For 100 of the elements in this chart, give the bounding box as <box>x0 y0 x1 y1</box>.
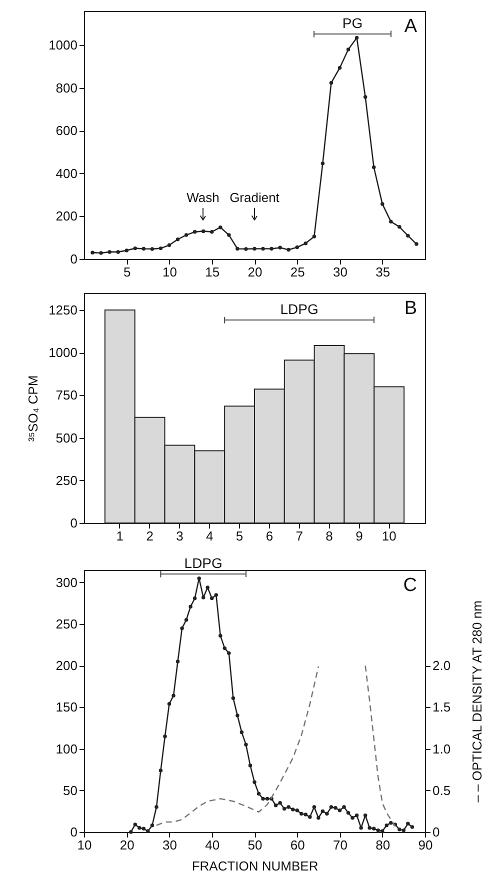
x-tick-label: 8 <box>326 528 333 544</box>
y-tick-label: 0 <box>70 252 78 266</box>
point <box>167 243 172 247</box>
point <box>252 246 256 251</box>
annotation: Wash <box>186 190 220 205</box>
y-tick-label: 800 <box>56 80 78 96</box>
x-tick-label: 20 <box>120 838 134 852</box>
y2-tick-label: 2.0 <box>432 658 451 674</box>
point <box>329 80 334 85</box>
y2-tick-label: 1.5 <box>432 700 451 715</box>
point <box>270 246 274 251</box>
annotation: A <box>404 16 418 37</box>
point <box>99 251 103 255</box>
x-tick-label: 5 <box>236 528 244 544</box>
x-tick-label: 5 <box>124 264 131 280</box>
y-tick-label: 1250 <box>48 302 78 318</box>
point <box>227 233 231 237</box>
annotation: Gradient <box>230 190 280 205</box>
point <box>338 66 342 70</box>
annotation: LDPG <box>184 555 222 571</box>
point <box>278 246 282 250</box>
y-tick-label: 300 <box>56 574 78 590</box>
x-tick-label: 30 <box>333 264 348 280</box>
x-tick-label: 4 <box>206 528 214 544</box>
y-tick-label: 50 <box>63 782 78 798</box>
x-tick-label: 15 <box>205 264 220 280</box>
point <box>124 248 128 252</box>
point <box>286 248 290 252</box>
point <box>192 230 197 234</box>
point <box>312 234 316 238</box>
x-tick-label: 40 <box>205 838 220 852</box>
point <box>142 246 146 251</box>
point <box>236 246 240 251</box>
y-tick-label: 400 <box>56 166 78 181</box>
point <box>346 48 350 52</box>
x-tick-label: 35 <box>376 264 390 280</box>
point <box>398 225 402 229</box>
point <box>414 242 418 246</box>
point <box>210 230 214 234</box>
x-tick-label: 70 <box>333 838 348 852</box>
annotation: C <box>403 575 417 596</box>
x-tick-label: 60 <box>290 838 305 852</box>
point <box>184 233 188 237</box>
point <box>90 250 94 254</box>
point <box>380 202 384 206</box>
point <box>116 250 120 254</box>
annotation: LDPG <box>280 301 318 317</box>
point <box>295 245 299 250</box>
y2-axis-title: – – OPTICAL DENSITY AT 280 nm <box>470 600 485 802</box>
x-tick-label: 90 <box>418 838 433 852</box>
point <box>304 242 308 246</box>
y-tick-label: 500 <box>56 430 78 446</box>
point <box>108 250 112 254</box>
x-tick-label: 10 <box>382 528 396 544</box>
y-tick-label: 750 <box>56 388 78 403</box>
x-tick-label: 2 <box>146 528 154 544</box>
point <box>218 225 222 230</box>
point <box>244 247 248 251</box>
y-tick-label: 1000 <box>48 38 78 53</box>
x-tick-label: 10 <box>77 838 92 852</box>
point <box>201 229 206 234</box>
y-tick-label: 1000 <box>48 345 78 360</box>
x-tick-label: 10 <box>162 264 177 280</box>
x-tick-label: 30 <box>162 838 177 852</box>
point <box>354 36 359 40</box>
point <box>389 220 393 224</box>
x-tick-label: 7 <box>296 528 303 544</box>
x-tick-label: 20 <box>248 264 262 280</box>
x-tick-label: 80 <box>376 838 390 852</box>
y-axis-title: ³⁵SO₄ CPM <box>26 375 41 442</box>
x-axis-title: FRACTION NUMBER <box>192 858 318 874</box>
point <box>406 234 410 238</box>
y2-tick-label: 0.5 <box>432 782 451 798</box>
y2-tick-label: 0 <box>432 824 440 840</box>
y-tick-label: 0 <box>70 824 78 840</box>
point <box>261 246 265 251</box>
point <box>176 237 180 242</box>
point <box>158 246 163 250</box>
x-tick-label: 6 <box>266 528 274 544</box>
y-tick-label: 200 <box>56 208 78 224</box>
y-tick-label: 100 <box>56 741 78 756</box>
point <box>320 162 325 166</box>
x-tick-label: 9 <box>356 528 363 544</box>
point <box>133 246 138 250</box>
y-tick-label: 600 <box>56 123 78 138</box>
y-tick-label: 150 <box>56 700 78 715</box>
y-tick-label: 250 <box>56 472 78 488</box>
point <box>363 95 368 99</box>
annotation: PG <box>342 15 363 31</box>
x-tick-label: 3 <box>176 528 184 544</box>
x-tick-label: 50 <box>248 838 262 852</box>
y-tick-label: 0 <box>70 516 78 530</box>
y-tick-label: 200 <box>56 658 78 674</box>
y-tick-label: 250 <box>56 616 78 632</box>
point <box>150 247 154 251</box>
x-tick-label: 25 <box>290 264 305 280</box>
point <box>372 165 376 170</box>
y2-tick-label: 1.0 <box>432 741 451 756</box>
annotation: B <box>404 298 417 319</box>
x-tick-label: 1 <box>116 528 124 544</box>
